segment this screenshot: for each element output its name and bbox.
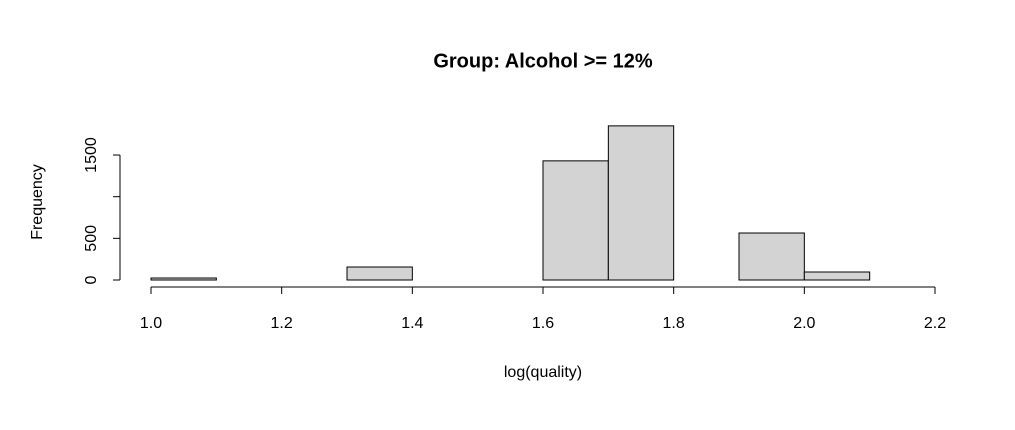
x-tick-label: 1.6 (532, 315, 554, 332)
y-tick-label: 0 (83, 275, 100, 284)
bar (150, 277, 217, 281)
y-axis-label: Frequency (29, 164, 46, 240)
x-tick-label: 1.8 (663, 315, 685, 332)
y-tick-label: 1500 (83, 137, 100, 173)
y-tick-label: 500 (83, 225, 100, 252)
bar (738, 232, 805, 281)
x-tick-label: 1.0 (140, 315, 162, 332)
chart-title: Group: Alcohol >= 12% (433, 50, 653, 72)
x-tick-label: 1.4 (401, 315, 423, 332)
x-tick-label: 1.2 (271, 315, 293, 332)
x-tick-label: 2.2 (924, 315, 946, 332)
bar (346, 266, 413, 281)
x-tick-label: 2.0 (793, 315, 815, 332)
x-axis-label: log(quality) (504, 364, 582, 381)
bar (803, 271, 871, 281)
bar (542, 160, 609, 281)
bar (607, 125, 675, 281)
